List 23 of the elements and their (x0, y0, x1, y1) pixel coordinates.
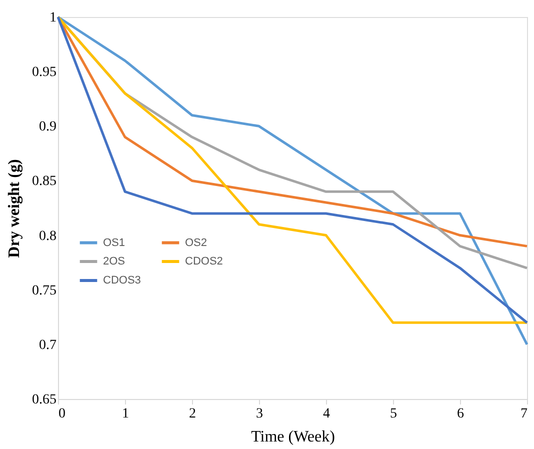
y-tick-label: 0.65 (32, 392, 56, 408)
legend-label: CDOS2 (185, 256, 223, 268)
x-axis-title: Time (Week) (251, 428, 335, 446)
x-tick-label: 3 (256, 406, 263, 422)
legend-label: OS1 (103, 236, 126, 249)
y-axis-title: Dry weight (g) (6, 159, 23, 258)
y-tick-label: 0.85 (32, 174, 56, 190)
x-tick-label: 0 (58, 406, 66, 422)
x-tick-label: 2 (189, 406, 196, 422)
y-tick-label: 0.95 (32, 65, 56, 80)
legend-label: CDOS3 (103, 274, 141, 286)
y-tick-label: 0.9 (39, 120, 56, 135)
x-tick-label: 1 (122, 406, 129, 422)
x-tick-label: 5 (390, 406, 397, 422)
legend-label: 2OS (103, 256, 126, 268)
y-tick-label: 1 (50, 10, 56, 26)
x-tick-label: 7 (520, 406, 528, 422)
y-tick-label: 0.7 (39, 338, 56, 353)
legend-label: OS2 (185, 236, 208, 249)
x-tick-label: 4 (323, 406, 330, 422)
y-tick-label: 0.75 (32, 283, 56, 298)
y-tick-label: 0.8 (39, 228, 56, 244)
x-tick-label: 6 (457, 406, 464, 422)
